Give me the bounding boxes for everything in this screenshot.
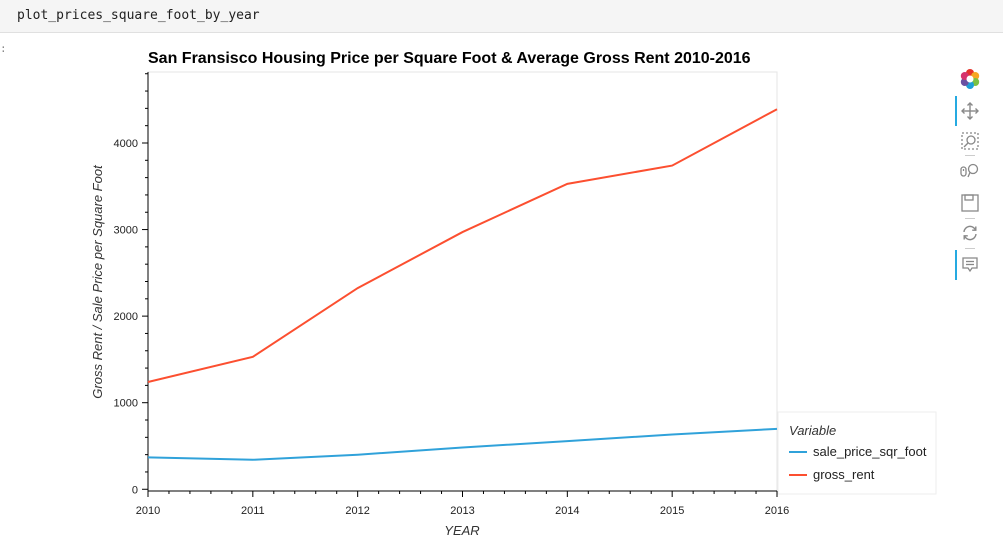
- legend-label: gross_rent: [813, 467, 875, 482]
- x-tick-label: 2014: [555, 505, 579, 517]
- legend-title: Variable: [789, 423, 836, 438]
- legend: Variable sale_price_sqr_foot gross_rent: [777, 411, 937, 495]
- x-tick-label: 2013: [450, 505, 474, 517]
- toolbar-separator: [965, 218, 975, 219]
- pan-icon[interactable]: [959, 100, 981, 122]
- legend-items: sale_price_sqr_foot gross_rent: [789, 444, 927, 482]
- y-tick-label: 2000: [114, 311, 138, 323]
- y-tick-label: 1000: [114, 398, 138, 410]
- y-tick-label: 0: [132, 484, 138, 496]
- code-cell[interactable]: plot_prices_square_foot_by_year: [0, 0, 1003, 33]
- x-tick-label: 2012: [345, 505, 369, 517]
- plot-toolbar: [955, 68, 985, 288]
- x-tick-label: 2010: [136, 505, 160, 517]
- series-line-sale_price_sqr_foot: [147, 427, 778, 461]
- cell-code-text: plot_prices_square_foot_by_year: [17, 8, 260, 23]
- reset-icon[interactable]: [959, 222, 981, 244]
- bokeh-logo-icon[interactable]: [959, 68, 981, 90]
- hover-icon[interactable]: [959, 254, 981, 276]
- chart-title: San Fransisco Housing Price per Square F…: [148, 50, 751, 67]
- y-tick-label: 4000: [114, 138, 138, 150]
- wheel-zoom-icon[interactable]: [959, 160, 981, 182]
- x-tick-label: 2011: [241, 505, 265, 517]
- y-axis-ticks: 0 1000 2000 3000 4000: [114, 73, 148, 496]
- save-icon[interactable]: [959, 192, 981, 214]
- toolbar-separator: [965, 248, 975, 249]
- x-axis-label: YEAR: [444, 523, 479, 538]
- output-prompt: :: [0, 42, 7, 55]
- plot-area[interactable]: [147, 71, 778, 492]
- series-lines: [147, 108, 778, 461]
- hover-active-indicator: [955, 250, 957, 280]
- y-axis-label: Gross Rent / Sale Price per Square Foot: [90, 164, 105, 399]
- x-tick-label: 2016: [765, 505, 789, 517]
- plot-frame: [147, 71, 778, 492]
- toolbar-separator: [965, 155, 975, 156]
- box-zoom-icon[interactable]: [959, 130, 981, 152]
- x-axis-ticks: 2010 2011 2012 2013 2014 2015 2016: [136, 491, 789, 517]
- pan-active-indicator: [955, 96, 957, 126]
- y-tick-label: 3000: [114, 225, 138, 237]
- legend-label: sale_price_sqr_foot: [813, 444, 927, 459]
- x-tick-label: 2015: [660, 505, 684, 517]
- series-line-gross_rent: [147, 108, 778, 383]
